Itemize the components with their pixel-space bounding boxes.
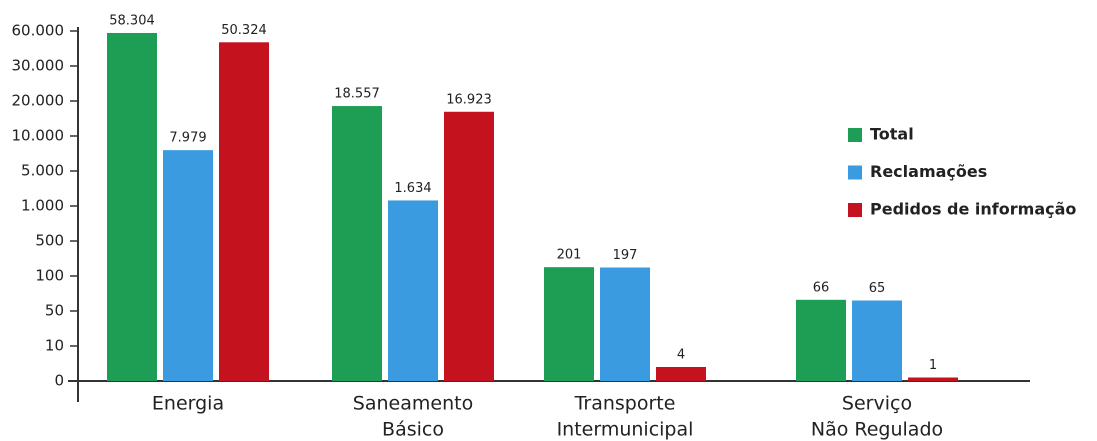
bar bbox=[796, 299, 846, 381]
value-label: 4 bbox=[677, 348, 685, 363]
value-label: 50.324 bbox=[221, 23, 267, 38]
value-label: 7.979 bbox=[169, 131, 206, 146]
value-label: 1 bbox=[929, 358, 937, 373]
legend-swatch bbox=[848, 203, 862, 217]
y-tick-label: 10.000 bbox=[12, 127, 65, 145]
value-label: 201 bbox=[557, 248, 582, 263]
legend-label: Reclamações bbox=[870, 162, 987, 181]
y-tick-label: 1.000 bbox=[21, 197, 64, 215]
bar bbox=[444, 111, 494, 381]
y-tick-label: 20.000 bbox=[12, 92, 65, 110]
bar bbox=[219, 42, 269, 381]
value-label: 197 bbox=[613, 248, 638, 263]
value-label: 1.634 bbox=[394, 181, 431, 196]
y-tick-label: 30.000 bbox=[12, 57, 65, 75]
value-label: 65 bbox=[869, 281, 886, 296]
bar bbox=[656, 367, 706, 381]
y-tick-label: 0 bbox=[54, 372, 64, 390]
x-tick-label: Intermunicipal bbox=[557, 419, 694, 441]
legend-swatch bbox=[848, 165, 862, 180]
y-tick-label: 100 bbox=[35, 267, 64, 285]
bar bbox=[908, 377, 958, 381]
value-label: 16.923 bbox=[446, 92, 492, 107]
legend-swatch bbox=[848, 128, 862, 142]
x-tick-label: Energia bbox=[152, 393, 224, 415]
x-tick-label: Serviço bbox=[842, 393, 912, 415]
x-tick-label: Transporte bbox=[574, 393, 676, 415]
y-tick-label: 10 bbox=[45, 337, 64, 355]
bar bbox=[332, 106, 382, 381]
bar bbox=[544, 267, 594, 381]
value-label: 58.304 bbox=[109, 13, 155, 28]
x-tick-label: Saneamento bbox=[353, 393, 473, 415]
value-label: 66 bbox=[813, 280, 830, 295]
bar bbox=[388, 200, 438, 381]
bar bbox=[107, 32, 157, 381]
value-label: 18.557 bbox=[334, 87, 380, 102]
y-tick-label: 500 bbox=[35, 232, 64, 250]
x-tick-label: Básico bbox=[382, 419, 444, 441]
x-tick-label: Não Regulado bbox=[811, 419, 943, 441]
y-tick-label: 60.000 bbox=[12, 22, 65, 40]
bar bbox=[600, 267, 650, 381]
legend-label: Total bbox=[870, 125, 914, 144]
legend-label: Pedidos de informação bbox=[870, 200, 1076, 219]
bar bbox=[163, 150, 213, 381]
y-tick-label: 50 bbox=[45, 302, 64, 320]
y-tick-label: 5.000 bbox=[21, 162, 64, 180]
bar bbox=[852, 300, 902, 381]
